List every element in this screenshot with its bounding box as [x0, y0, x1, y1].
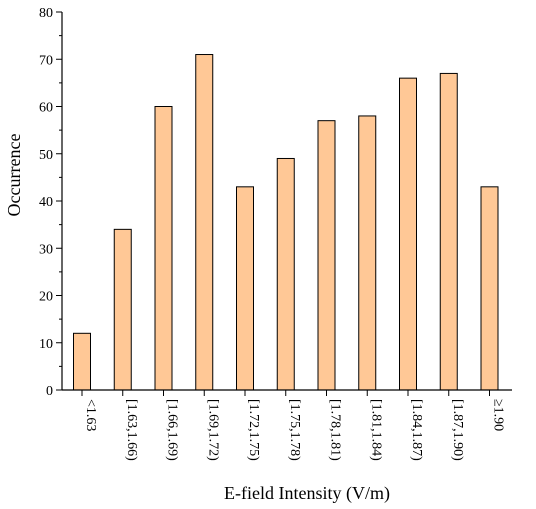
- x-axis-ticks: <1.63 [1.63,1.66) [1.66,1.69) [1.69,1.72) [1…: [81, 390, 506, 461]
- x-tick-label: ≥1.90: [491, 399, 506, 431]
- y-tick-label: 50: [39, 148, 53, 163]
- x-tick-label: [1.75,1.78): [287, 399, 302, 461]
- y-tick-label: 10: [39, 337, 53, 352]
- y-tick-label: 20: [39, 290, 53, 305]
- x-tick-label: [1.87,1.90): [450, 399, 465, 461]
- bar: [358, 115, 377, 391]
- bar: [439, 72, 458, 391]
- y-tick-label: 60: [39, 101, 53, 116]
- x-tick-label: [1.84,1.87): [409, 399, 424, 461]
- y-axis-title: Occurrence: [4, 134, 24, 217]
- x-tick-label: [1.72,1.75): [246, 399, 261, 461]
- y-axis-ticks: 0 10 20 30 40 50 60 70 80: [39, 6, 62, 399]
- bar: [317, 120, 336, 391]
- bar: [113, 228, 132, 391]
- bar: [73, 332, 91, 391]
- x-tick-label: [1.81,1.84): [368, 399, 383, 461]
- x-tick-label: <1.63: [83, 399, 98, 431]
- y-tick-label: 40: [39, 195, 53, 210]
- y-tick-label: 30: [39, 242, 53, 257]
- bar: [399, 77, 417, 391]
- y-tick-label: 0: [46, 384, 53, 399]
- bar: [276, 157, 295, 391]
- bar: [195, 54, 214, 391]
- bars-group: [73, 54, 499, 391]
- bar: [154, 106, 173, 391]
- x-tick-label: [1.78,1.81): [328, 399, 343, 461]
- y-tick-label: 80: [39, 6, 53, 21]
- x-tick-label: [1.63,1.66): [124, 399, 139, 461]
- x-tick-label: [1.66,1.69): [165, 399, 180, 461]
- x-tick-label: [1.69,1.72): [205, 399, 220, 461]
- bar: [480, 186, 499, 391]
- x-axis-title: E-field Intensity (V/m): [224, 483, 390, 504]
- y-tick-label: 70: [39, 53, 53, 68]
- bar: [236, 186, 254, 391]
